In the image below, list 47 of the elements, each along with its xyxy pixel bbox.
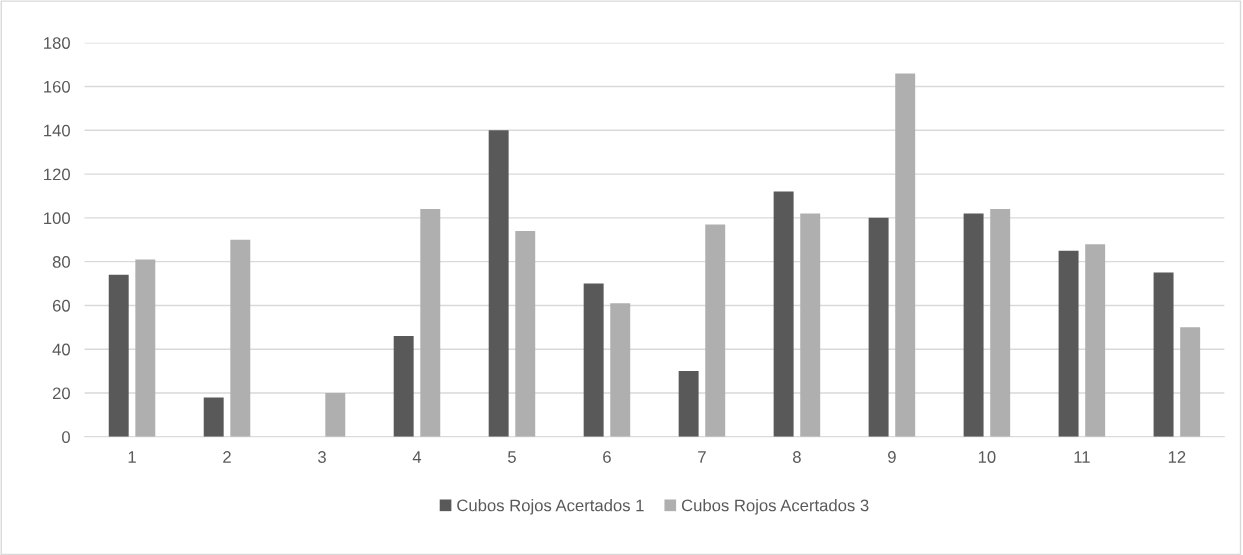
- bar: [393, 336, 414, 437]
- bar: [963, 213, 984, 437]
- y-tick-label: 180: [44, 37, 70, 49]
- x-tick-label: 4: [412, 451, 422, 463]
- x-tick-label: 7: [698, 451, 706, 463]
- y-tick-label: 20: [52, 387, 70, 400]
- bar: [610, 303, 631, 437]
- bar: [1180, 327, 1201, 437]
- bar: [705, 224, 726, 437]
- x-tick-label: 9: [888, 451, 896, 463]
- x-tick-label: 5: [507, 451, 516, 463]
- x-tick-label: 12: [1168, 451, 1186, 463]
- bar: [990, 209, 1011, 437]
- x-tick-label: 2: [223, 451, 231, 463]
- bar: [773, 191, 794, 437]
- legend-label: Cubos Rojos Acertados 1: [457, 499, 644, 515]
- bar: [203, 397, 224, 437]
- x-tick-label: 11: [1074, 451, 1090, 463]
- bar: [1153, 272, 1174, 437]
- bar: [488, 130, 509, 437]
- y-tick-label: 160: [44, 80, 70, 93]
- bar: [230, 239, 251, 437]
- bar: [678, 371, 699, 437]
- bar: [583, 283, 604, 437]
- bar: [135, 259, 156, 437]
- x-tick-label: 8: [793, 451, 801, 463]
- y-tick-label: 100: [44, 212, 70, 225]
- bar: [895, 73, 916, 437]
- bar: [325, 393, 346, 437]
- x-tick-label: 6: [603, 451, 611, 463]
- bar: [800, 213, 821, 437]
- x-tick-label: 3: [317, 451, 326, 463]
- bar: [420, 209, 441, 437]
- bar: [868, 217, 889, 437]
- legend-label: Cubos Rojos Acertados 3: [681, 499, 869, 515]
- bar: [515, 231, 536, 437]
- y-tick-label: 60: [52, 299, 70, 312]
- y-tick-label: 0: [62, 431, 70, 443]
- bar: [1085, 244, 1106, 437]
- bar: [108, 274, 129, 437]
- x-tick-label: 1: [128, 451, 136, 463]
- y-tick-label: 140: [44, 124, 70, 137]
- y-tick-label: 40: [52, 343, 70, 356]
- x-tick-label: 10: [978, 451, 996, 463]
- bar: [1058, 250, 1079, 437]
- y-tick-label: 80: [52, 256, 70, 268]
- y-tick-label: 120: [44, 168, 70, 181]
